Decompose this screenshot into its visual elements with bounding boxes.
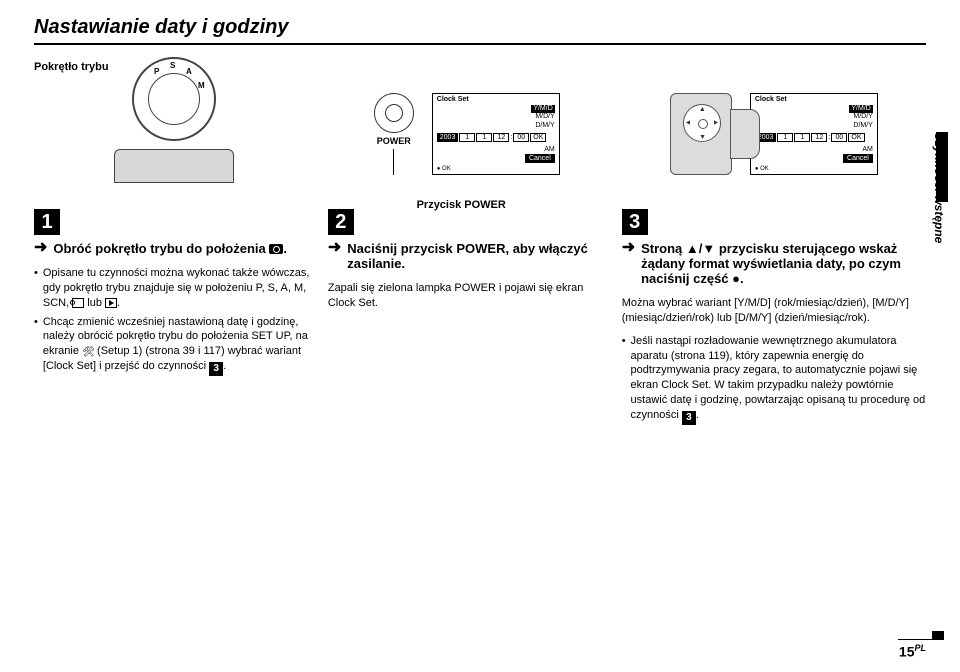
mode-dial-label: Pokrętło trybu — [34, 61, 109, 73]
arrow-icon: ➜ — [34, 241, 47, 256]
step-ref-3a: 3 — [209, 362, 223, 376]
step3-instruction: ➜ Stroną ▲/▼ przycisku sterującego wskaż… — [622, 241, 926, 286]
camera-icon — [269, 244, 283, 254]
arrow-icon: ➜ — [328, 241, 341, 271]
step-number-3: 3 — [622, 209, 648, 235]
page-title: Nastawianie daty i godziny — [34, 16, 289, 38]
dpad-icon: ▲▲ — [683, 104, 721, 142]
step3-note: • Jeśli nastąpi rozładowanie wewnętrzneg… — [622, 334, 926, 425]
setup-icon: 🛠 — [82, 346, 94, 356]
step1-note-1: • Opisane tu czynności można wykonać tak… — [34, 266, 312, 311]
column-2: POWER Clock Set Y/M/D M/D/Y D/M/Y 2003 1… — [328, 59, 606, 429]
clock-set-screen-1: Clock Set Y/M/D M/D/Y D/M/Y 2003 1 1 12:… — [432, 93, 560, 175]
step-number-1: 1 — [34, 209, 60, 235]
page-number: 15PL — [899, 643, 926, 660]
step3-body-1: Można wybrać wariant [Y/M/D] (rok/miesią… — [622, 296, 926, 326]
step-ref-3b: 3 — [682, 411, 696, 425]
side-section-label: Czynności wstępne — [932, 132, 946, 243]
column-3: ▲▲ Clock Set Y/M/D M/D/Y D/M/Y 2003 1 1 … — [622, 59, 926, 429]
clock-set-screen-2: Clock Set Y/M/D M/D/Y D/M/Y 2003 1 1 12:… — [750, 93, 878, 175]
step1-note-2: • Chcąc zmienić wcześniej nastawioną dat… — [34, 315, 312, 377]
step2-instruction: ➜ Naciśnij przycisk POWER, aby włączyć z… — [328, 241, 606, 271]
power-button-caption: Przycisk POWER — [417, 199, 506, 211]
step2-body: Zapali się zielona lampka POWER i pojawi… — [328, 281, 606, 311]
arrow-icon: ➜ — [622, 241, 635, 286]
play-icon — [105, 298, 117, 308]
film-icon — [72, 298, 84, 308]
column-1: Pokrętło trybu S P A M 1 ➜ Obróć pokrętł… — [34, 59, 312, 429]
camera-back-illustration: ▲▲ — [670, 93, 732, 175]
step1-instruction: ➜ Obróć pokrętło trybu do położenia . — [34, 241, 312, 256]
power-button-illustration: POWER — [374, 93, 414, 175]
step-number-2: 2 — [328, 209, 354, 235]
footer-rule — [898, 628, 944, 640]
mode-dial-illustration: S P A M — [114, 63, 234, 183]
